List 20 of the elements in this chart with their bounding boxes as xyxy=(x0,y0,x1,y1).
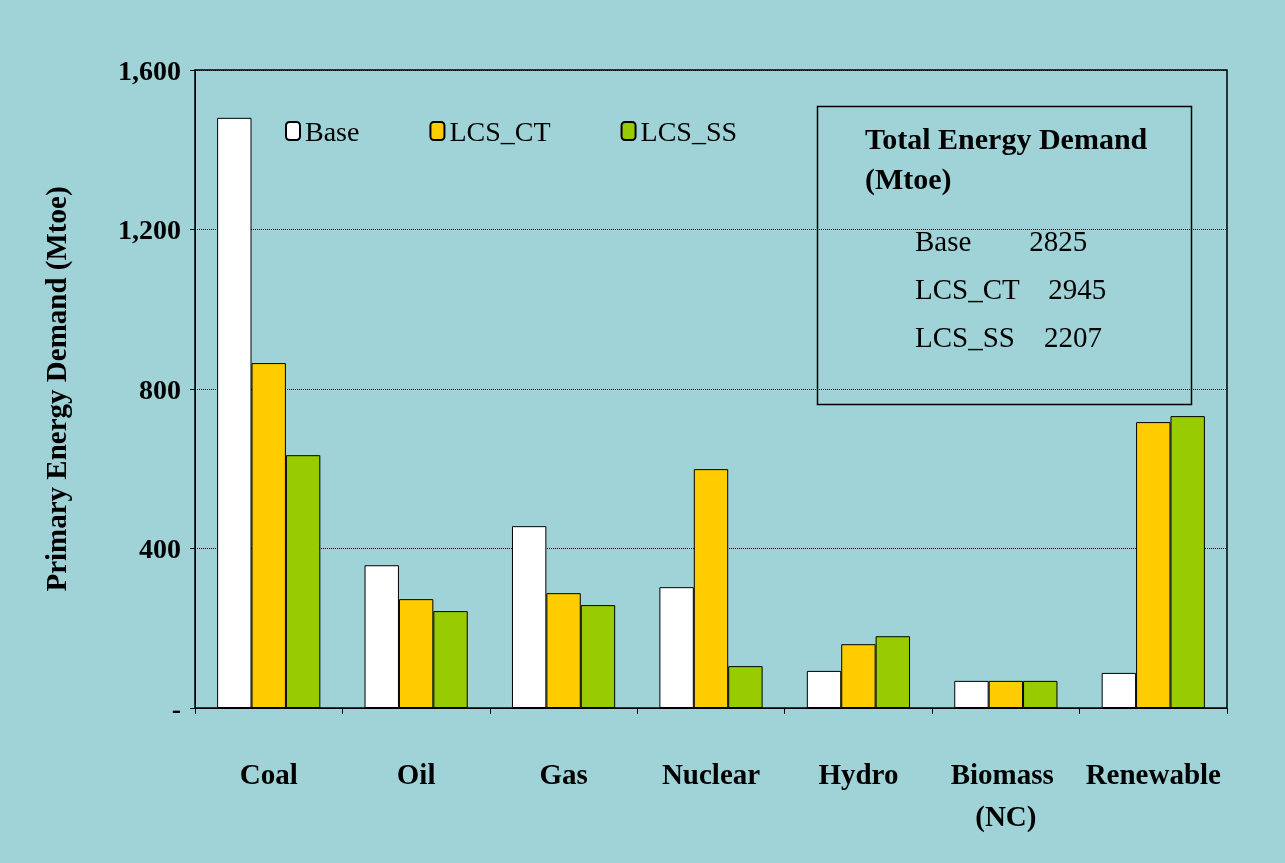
annotation: Base 2825 xyxy=(915,225,1088,257)
annotation: LCS_SS 2207 xyxy=(915,321,1102,353)
annotation: LCS_CT 2945 xyxy=(915,273,1107,305)
x-tick-label: Gas xyxy=(539,758,588,790)
x-tick-label: Hydro xyxy=(818,758,899,790)
y-tick-label: 1,200 xyxy=(118,214,181,245)
x-tick-label: Oil xyxy=(396,758,436,790)
y-tick-label: - xyxy=(171,692,181,724)
legend-label: Base xyxy=(305,115,360,147)
y-axis-title: Primary Energy Demand (Mtoe) xyxy=(39,186,73,592)
legend-label: LCS_CT xyxy=(449,115,551,147)
legend-label: LCS_SS xyxy=(640,115,738,147)
annotation: Total Energy Demand (Mtoe) xyxy=(865,121,1155,196)
y-tick-label: 1,600 xyxy=(118,54,181,86)
y-tick-label: 400 xyxy=(139,533,181,564)
x-tick-label: Renewable xyxy=(1085,758,1222,790)
x-tick-label: Nuclear xyxy=(661,758,761,790)
x-tick-label: Coal xyxy=(239,758,298,790)
x-tick-label: Biomass (NC) xyxy=(950,758,1062,833)
y-tick-label: 800 xyxy=(139,373,181,405)
